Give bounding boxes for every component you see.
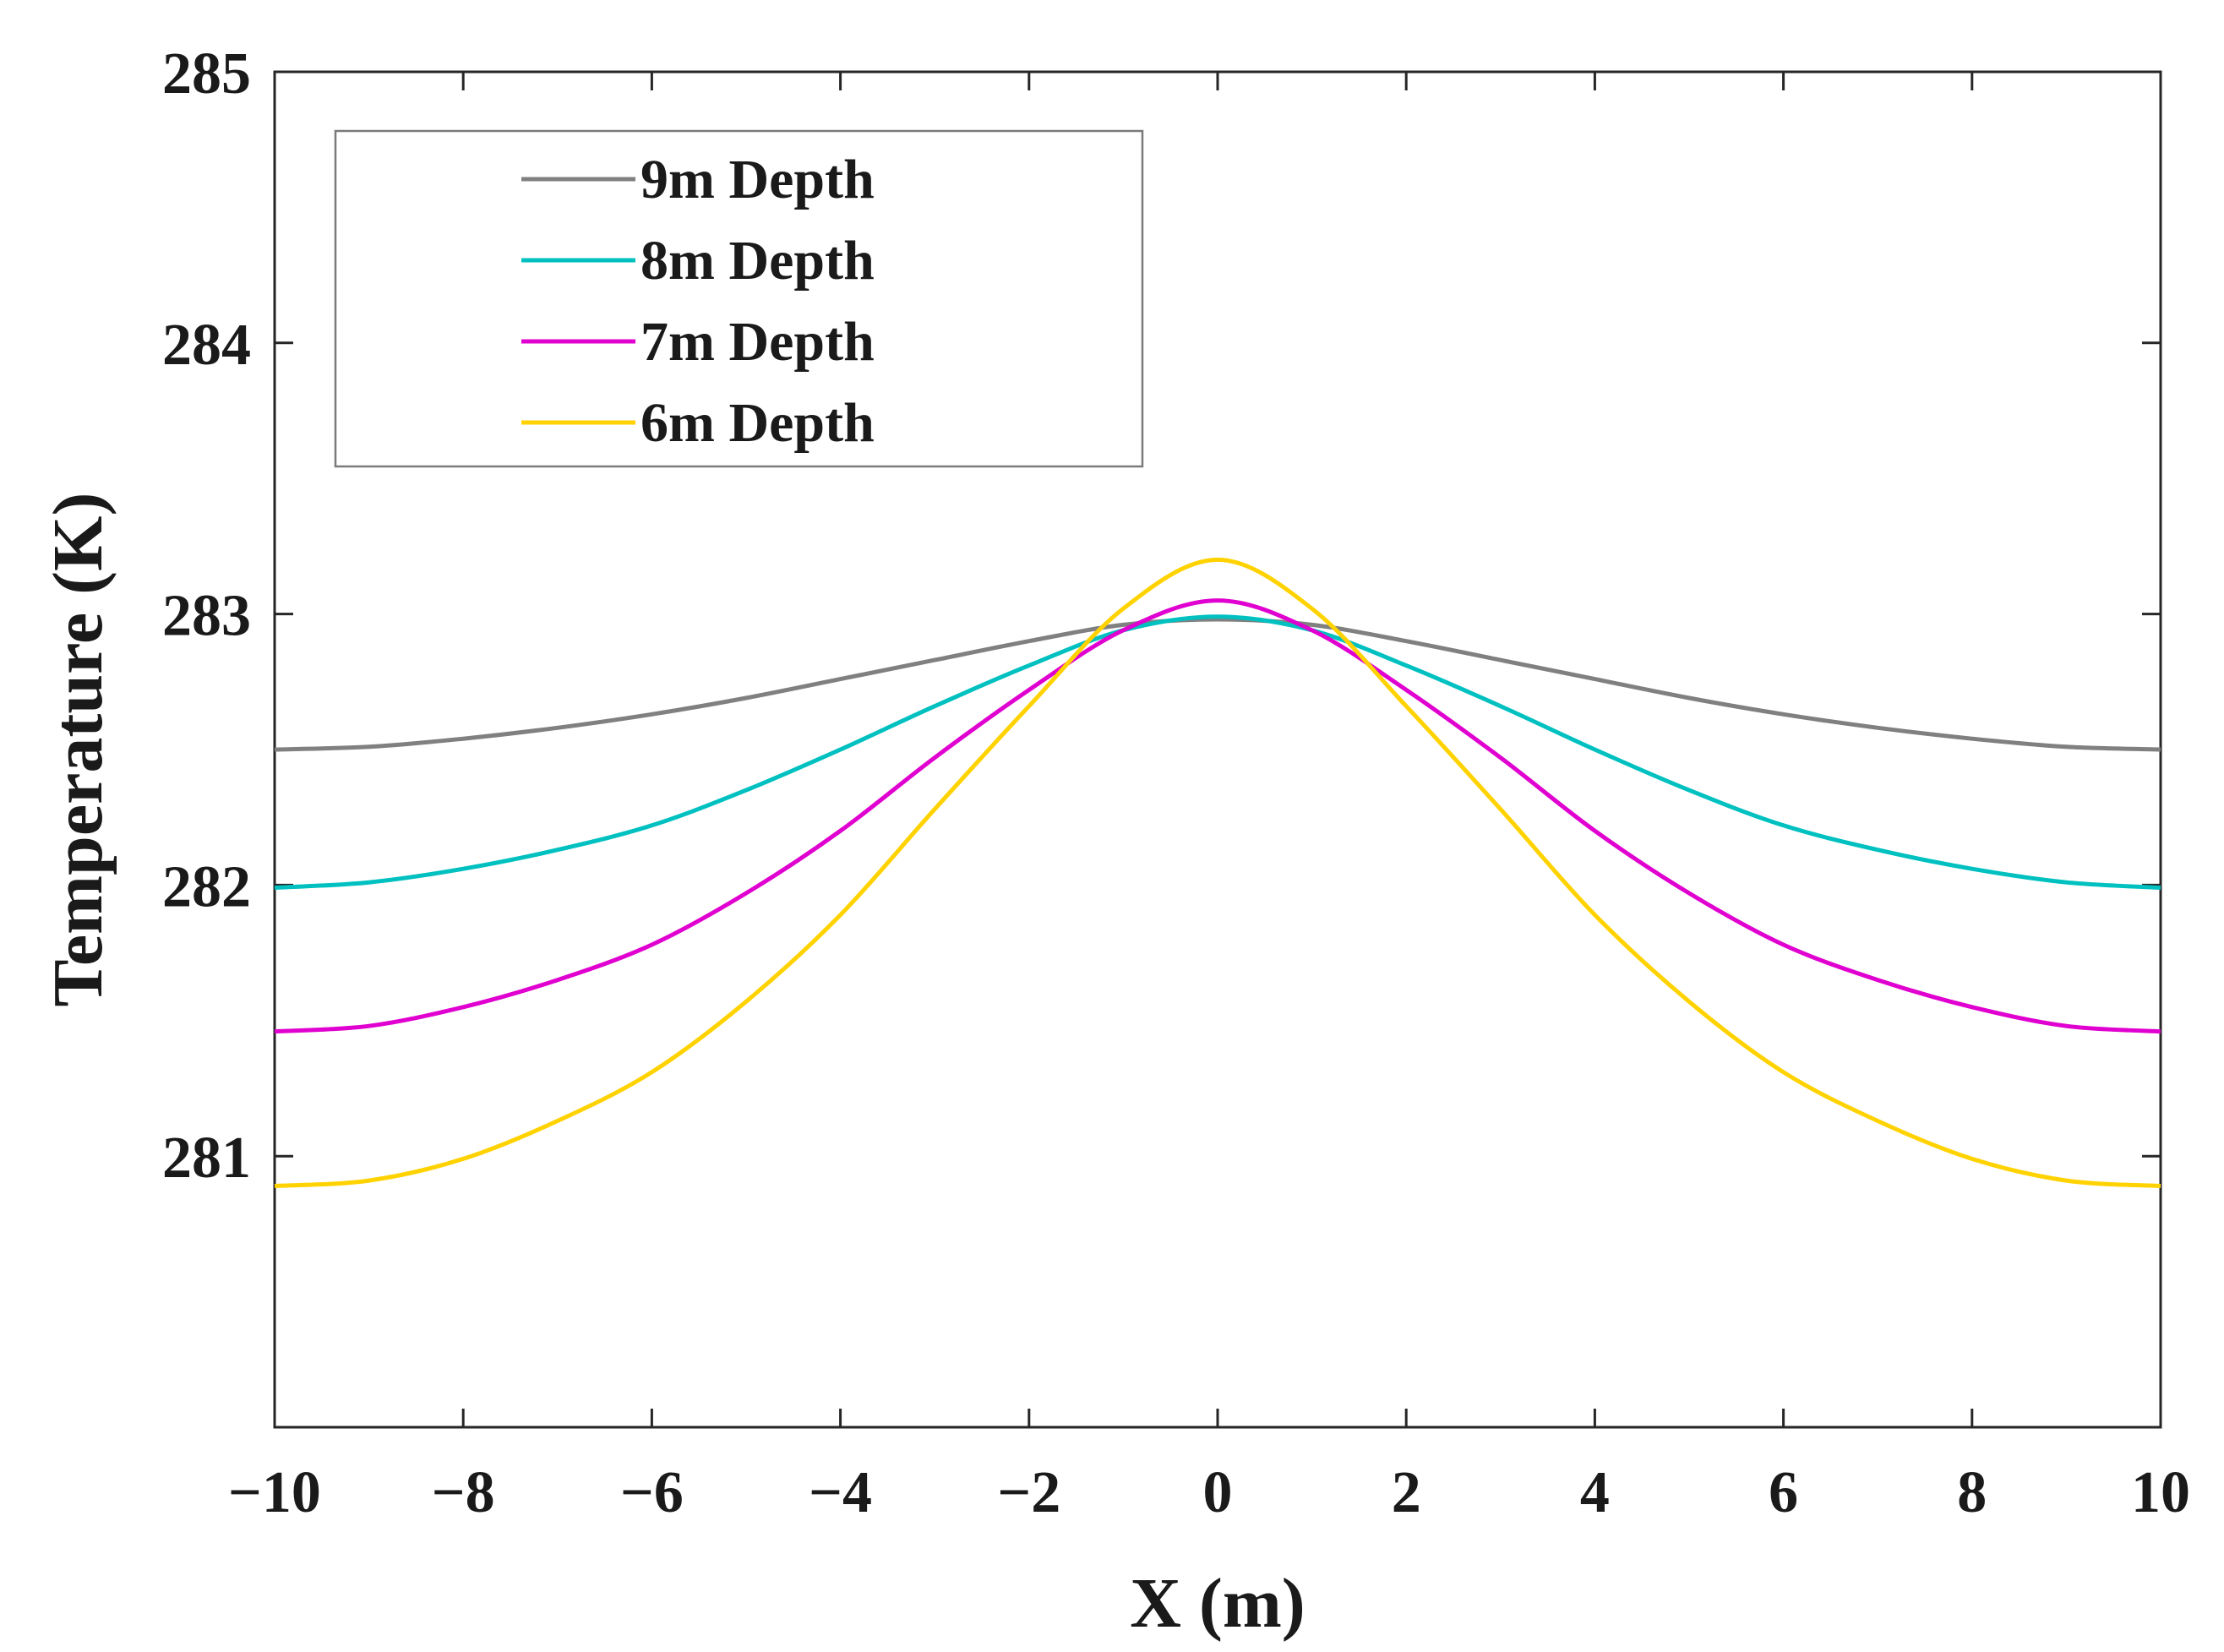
x-axis-title: X (m) bbox=[1130, 1564, 1306, 1643]
series-line-6m-depth bbox=[274, 557, 2161, 1188]
x-tick-label: 6 bbox=[1769, 1460, 1798, 1525]
legend-box bbox=[334, 129, 1144, 468]
x-tick-label: −4 bbox=[809, 1460, 872, 1525]
x-axis-ticks: −10 −8 −6 −4 −2 0 2 4 6 8 10 bbox=[228, 72, 2190, 1525]
legend-label-6m-depth: 6m Depth bbox=[640, 392, 875, 454]
x-tick-label: −10 bbox=[228, 1460, 321, 1525]
series-line-7m-depth bbox=[274, 598, 2161, 1034]
legend-label-7m-depth: 7m Depth bbox=[640, 311, 875, 373]
legend: 9m Depth 8m Depth 7m Depth 6m Depth bbox=[334, 129, 1144, 468]
series-line-9m-depth bbox=[274, 617, 2161, 752]
legend-label-8m-depth: 8m Depth bbox=[640, 230, 875, 292]
x-tick-label: 0 bbox=[1203, 1460, 1233, 1525]
x-tick-label: −2 bbox=[997, 1460, 1060, 1525]
y-tick-label: 281 bbox=[162, 1126, 251, 1191]
x-tick-label: −6 bbox=[620, 1460, 684, 1525]
y-tick-label: 282 bbox=[162, 854, 251, 919]
y-tick-label: 284 bbox=[162, 313, 251, 378]
series-line-8m-depth bbox=[274, 614, 2161, 891]
x-tick-label: −8 bbox=[432, 1460, 495, 1525]
x-tick-label: 4 bbox=[1580, 1460, 1610, 1525]
x-tick-label: 2 bbox=[1392, 1460, 1421, 1525]
y-axis-ticks: 281 282 283 284 285 bbox=[162, 41, 2161, 1191]
y-tick-label: 283 bbox=[162, 584, 251, 649]
x-tick-label: 8 bbox=[1957, 1460, 1987, 1525]
y-axis-title: Temperature (K) bbox=[39, 493, 117, 1007]
series-layer bbox=[274, 557, 2161, 1188]
legend-label-9m-depth: 9m Depth bbox=[640, 149, 875, 210]
x-tick-label: 10 bbox=[2131, 1460, 2190, 1525]
y-tick-label: 285 bbox=[162, 41, 251, 106]
